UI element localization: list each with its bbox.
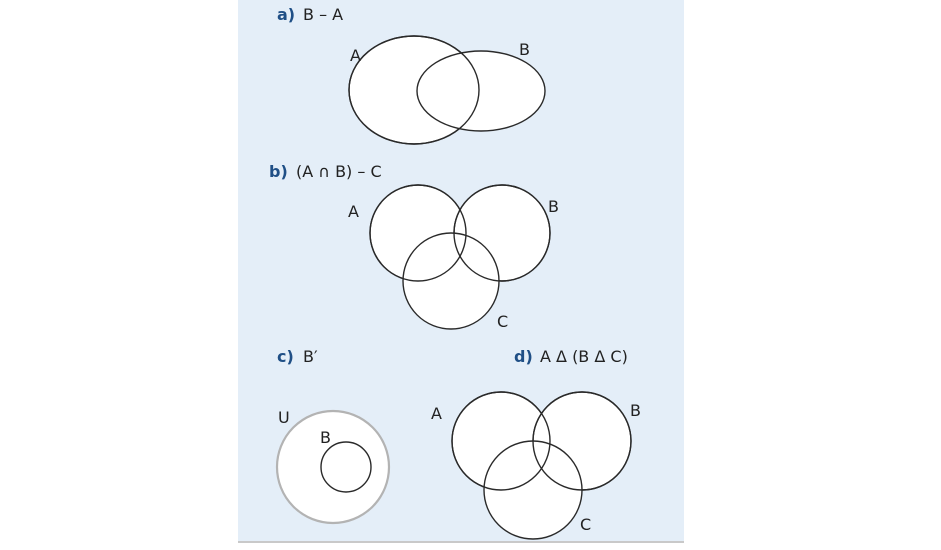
panel-bottom-rule [238,541,684,543]
part-b-set-b-outline [453,184,551,282]
part-d: d) A Δ (B Δ C) A B C [431,347,641,540]
part-d-set-b-outline [532,391,632,491]
part-b-label-b: B [548,197,559,216]
part-d-label-c: C [580,515,591,534]
part-c-set-b-circle [320,441,372,493]
part-a-label-b: B [519,40,530,59]
part-a-label-a: A [350,46,361,65]
part-a-set-b-ellipse [416,50,546,132]
part-b-label-a: A [348,202,359,221]
part-b-expression: (A ∩ B) – C [296,162,382,181]
part-d-label-b: B [630,401,641,420]
part-a: a) B – A A B [277,5,546,145]
part-c: c) B′ U B [275,347,391,525]
part-c-letter: c) [277,347,294,366]
part-c-expression: B′ [303,347,318,366]
part-b-label-c: C [497,312,508,331]
part-d-expression: A Δ (B Δ C) [540,347,628,366]
part-b-set-a-outline [369,184,467,282]
part-c-label-u: U [278,408,290,427]
part-d-set-a-outline [451,391,551,491]
part-c-label-b: B [320,428,331,447]
part-b: b) (A ∩ B) – C A B C [269,162,559,331]
part-d-label-a: A [431,404,442,423]
part-d-letter: d) [514,347,533,366]
part-b-letter: b) [269,162,288,181]
part-a-letter: a) [277,5,295,24]
part-a-set-a-outline [348,35,480,145]
part-a-expression: B – A [303,5,343,24]
